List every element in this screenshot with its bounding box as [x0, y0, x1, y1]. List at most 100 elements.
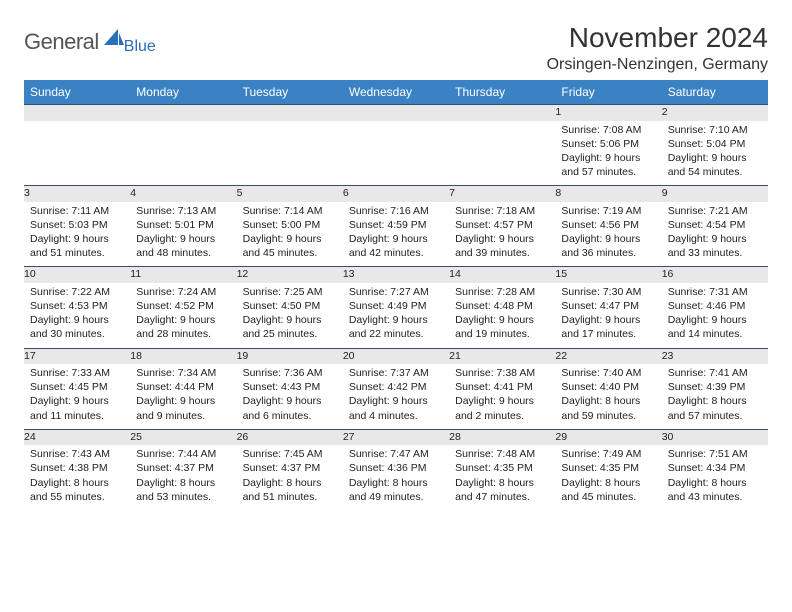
sunrise-text: Sunrise: 7:38 AM [455, 366, 549, 380]
sunrise-text: Sunrise: 7:21 AM [668, 204, 762, 218]
day-cell: Sunrise: 7:43 AMSunset: 4:38 PMDaylight:… [24, 445, 130, 510]
day2-text: and 22 minutes. [349, 327, 443, 341]
day1-text: Daylight: 8 hours [243, 476, 337, 490]
day-cell: Sunrise: 7:34 AMSunset: 4:44 PMDaylight:… [130, 364, 236, 429]
sunrise-text: Sunrise: 7:31 AM [668, 285, 762, 299]
sunset-text: Sunset: 4:48 PM [455, 299, 549, 313]
day1-text: Daylight: 8 hours [668, 394, 762, 408]
sunrise-text: Sunrise: 7:47 AM [349, 447, 443, 461]
sunrise-text: Sunrise: 7:44 AM [136, 447, 230, 461]
sunrise-text: Sunrise: 7:18 AM [455, 204, 549, 218]
sunrise-text: Sunrise: 7:13 AM [136, 204, 230, 218]
day-number: 29 [555, 429, 661, 445]
daynum-row: 3456789 [24, 186, 768, 202]
day2-text: and 54 minutes. [668, 165, 762, 179]
day2-text: and 57 minutes. [561, 165, 655, 179]
sunset-text: Sunset: 4:45 PM [30, 380, 124, 394]
sunset-text: Sunset: 4:59 PM [349, 218, 443, 232]
day-number [449, 105, 555, 121]
sunset-text: Sunset: 4:43 PM [243, 380, 337, 394]
day-cell: Sunrise: 7:37 AMSunset: 4:42 PMDaylight:… [343, 364, 449, 429]
day1-text: Daylight: 8 hours [349, 476, 443, 490]
sunrise-text: Sunrise: 7:19 AM [561, 204, 655, 218]
sunset-text: Sunset: 5:00 PM [243, 218, 337, 232]
sunrise-text: Sunrise: 7:28 AM [455, 285, 549, 299]
day-number: 16 [662, 267, 768, 283]
day-cell: Sunrise: 7:16 AMSunset: 4:59 PMDaylight:… [343, 202, 449, 267]
day-cell: Sunrise: 7:28 AMSunset: 4:48 PMDaylight:… [449, 283, 555, 348]
day1-text: Daylight: 9 hours [455, 232, 549, 246]
day1-text: Daylight: 9 hours [136, 313, 230, 327]
sunrise-text: Sunrise: 7:51 AM [668, 447, 762, 461]
day-cell: Sunrise: 7:19 AMSunset: 4:56 PMDaylight:… [555, 202, 661, 267]
sunset-text: Sunset: 4:46 PM [668, 299, 762, 313]
day1-text: Daylight: 9 hours [243, 232, 337, 246]
header: General Blue November 2024 Orsingen-Nenz… [24, 22, 768, 74]
day2-text: and 42 minutes. [349, 246, 443, 260]
day-number: 2 [662, 105, 768, 121]
day1-text: Daylight: 9 hours [243, 313, 337, 327]
sunset-text: Sunset: 4:52 PM [136, 299, 230, 313]
sunset-text: Sunset: 5:01 PM [136, 218, 230, 232]
day-cell: Sunrise: 7:51 AMSunset: 4:34 PMDaylight:… [662, 445, 768, 510]
logo-sail-icon [104, 29, 124, 52]
day1-text: Daylight: 9 hours [561, 313, 655, 327]
day-number: 13 [343, 267, 449, 283]
day-cell: Sunrise: 7:10 AMSunset: 5:04 PMDaylight:… [662, 121, 768, 186]
sunset-text: Sunset: 4:39 PM [668, 380, 762, 394]
day-cell [237, 121, 343, 186]
day-number: 19 [237, 348, 343, 364]
sunrise-text: Sunrise: 7:16 AM [349, 204, 443, 218]
day-number: 3 [24, 186, 130, 202]
sunrise-text: Sunrise: 7:24 AM [136, 285, 230, 299]
sunset-text: Sunset: 4:38 PM [30, 461, 124, 475]
sunrise-text: Sunrise: 7:34 AM [136, 366, 230, 380]
day1-text: Daylight: 9 hours [455, 313, 549, 327]
day-cell: Sunrise: 7:31 AMSunset: 4:46 PMDaylight:… [662, 283, 768, 348]
day1-text: Daylight: 9 hours [30, 232, 124, 246]
day2-text: and 2 minutes. [455, 409, 549, 423]
day-number [237, 105, 343, 121]
day-number: 11 [130, 267, 236, 283]
day-number: 9 [662, 186, 768, 202]
day-number: 12 [237, 267, 343, 283]
sunrise-text: Sunrise: 7:10 AM [668, 123, 762, 137]
sunset-text: Sunset: 4:57 PM [455, 218, 549, 232]
week-row: Sunrise: 7:43 AMSunset: 4:38 PMDaylight:… [24, 445, 768, 510]
day2-text: and 49 minutes. [349, 490, 443, 504]
day-cell: Sunrise: 7:25 AMSunset: 4:50 PMDaylight:… [237, 283, 343, 348]
day-cell: Sunrise: 7:40 AMSunset: 4:40 PMDaylight:… [555, 364, 661, 429]
day1-text: Daylight: 9 hours [561, 232, 655, 246]
sunset-text: Sunset: 4:50 PM [243, 299, 337, 313]
day2-text: and 53 minutes. [136, 490, 230, 504]
day1-text: Daylight: 9 hours [668, 151, 762, 165]
day-cell: Sunrise: 7:24 AMSunset: 4:52 PMDaylight:… [130, 283, 236, 348]
logo: General Blue [24, 22, 156, 56]
day1-text: Daylight: 9 hours [30, 394, 124, 408]
day2-text: and 28 minutes. [136, 327, 230, 341]
sunrise-text: Sunrise: 7:45 AM [243, 447, 337, 461]
daynum-row: 17181920212223 [24, 348, 768, 364]
day1-text: Daylight: 9 hours [349, 394, 443, 408]
weekday-sun: Sunday [24, 80, 130, 105]
daynum-row: 10111213141516 [24, 267, 768, 283]
day-number: 18 [130, 348, 236, 364]
sunset-text: Sunset: 4:34 PM [668, 461, 762, 475]
sunrise-text: Sunrise: 7:25 AM [243, 285, 337, 299]
day-number: 20 [343, 348, 449, 364]
day2-text: and 59 minutes. [561, 409, 655, 423]
week-row: Sunrise: 7:08 AMSunset: 5:06 PMDaylight:… [24, 121, 768, 186]
day-number: 14 [449, 267, 555, 283]
sunset-text: Sunset: 4:49 PM [349, 299, 443, 313]
day-number: 6 [343, 186, 449, 202]
daynum-row: 24252627282930 [24, 429, 768, 445]
daynum-row: 12 [24, 105, 768, 121]
day-cell [130, 121, 236, 186]
week-row: Sunrise: 7:22 AMSunset: 4:53 PMDaylight:… [24, 283, 768, 348]
day2-text: and 33 minutes. [668, 246, 762, 260]
day-cell: Sunrise: 7:21 AMSunset: 4:54 PMDaylight:… [662, 202, 768, 267]
sunset-text: Sunset: 4:41 PM [455, 380, 549, 394]
day-cell: Sunrise: 7:14 AMSunset: 5:00 PMDaylight:… [237, 202, 343, 267]
day-number [130, 105, 236, 121]
weekday-wed: Wednesday [343, 80, 449, 105]
